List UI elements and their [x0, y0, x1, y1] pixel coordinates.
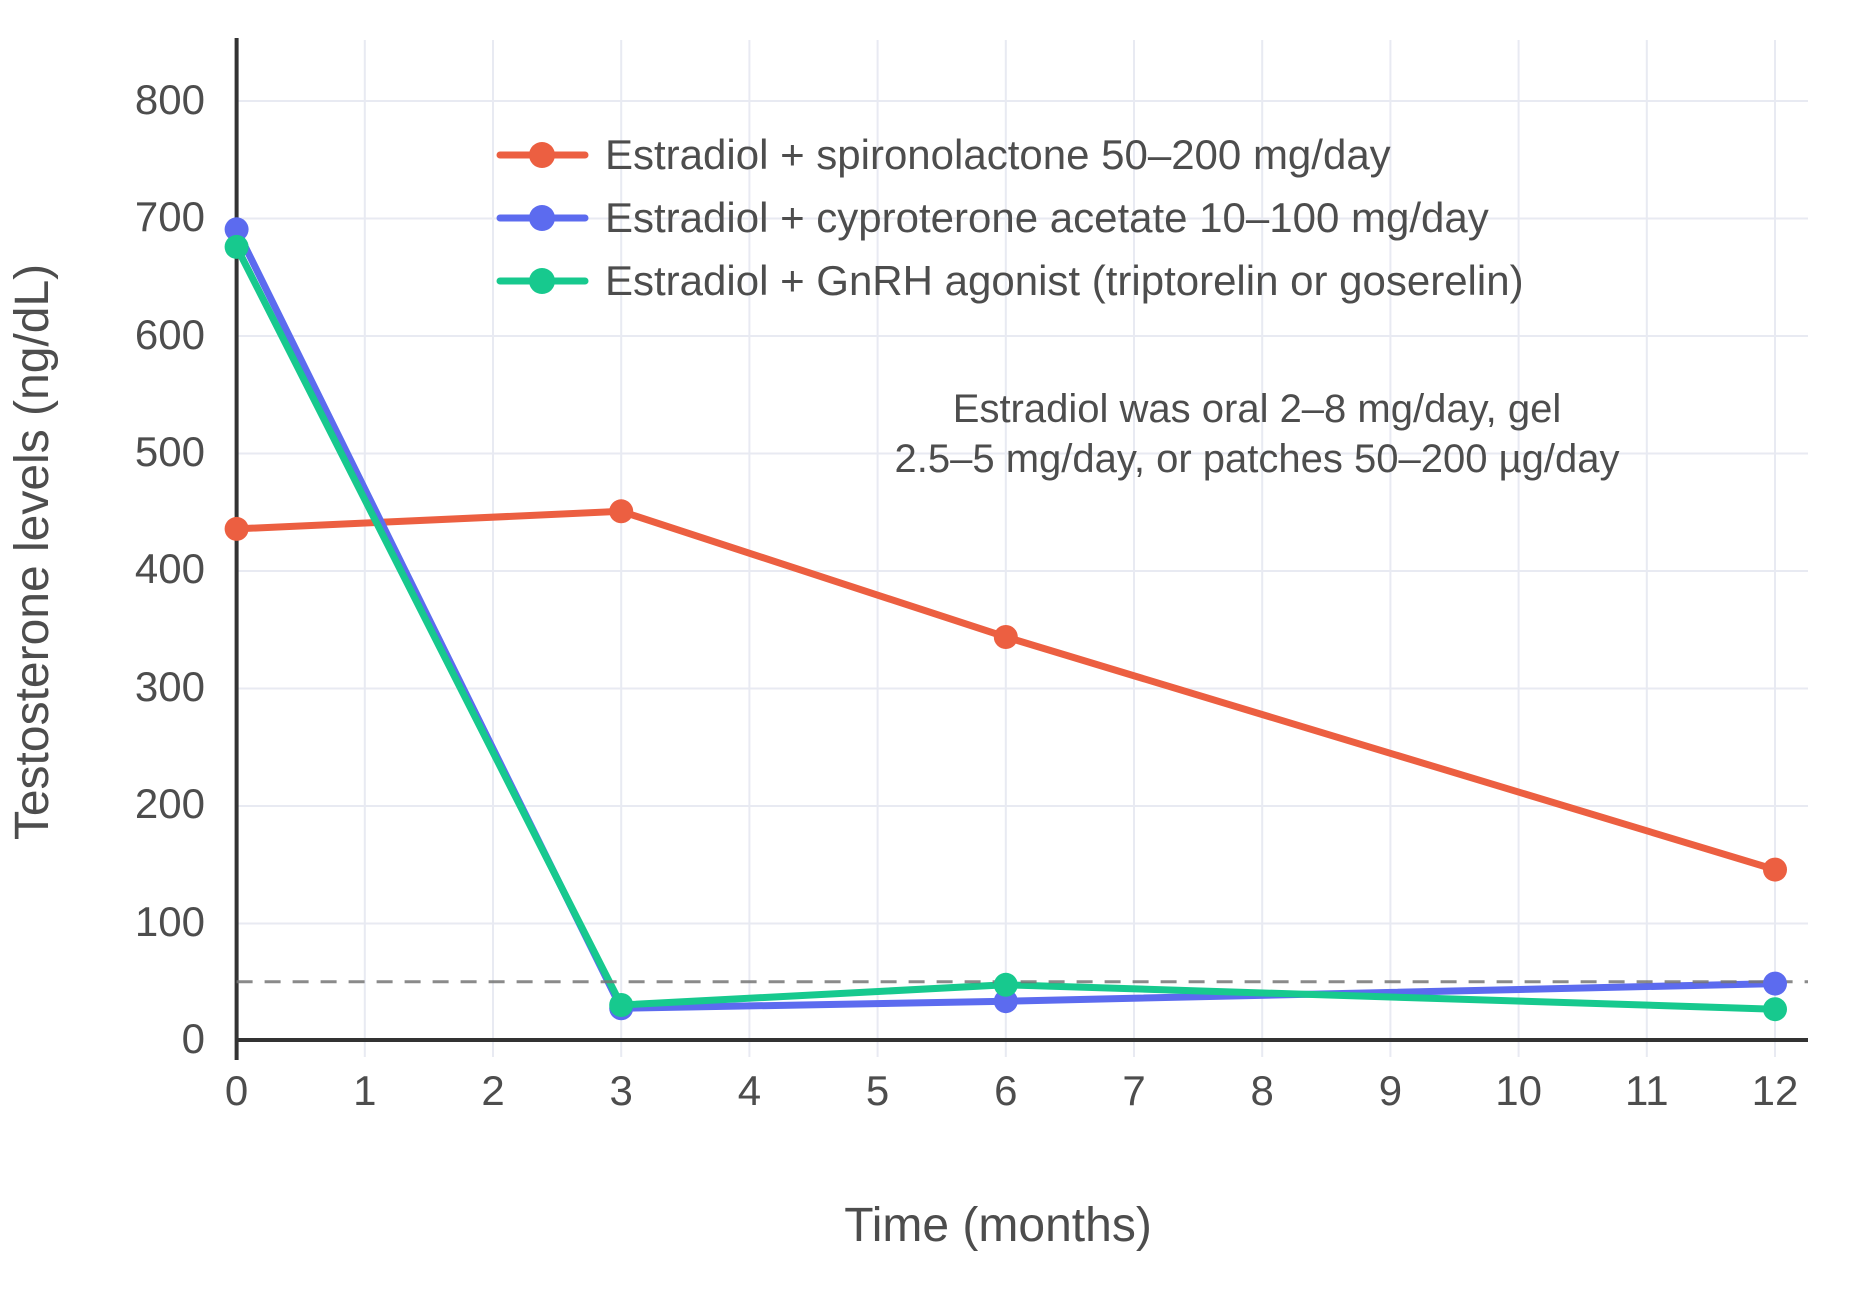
svg-text:2: 2	[481, 1067, 504, 1114]
svg-text:8: 8	[1251, 1067, 1274, 1114]
svg-text:600: 600	[135, 311, 205, 358]
svg-text:3: 3	[610, 1067, 633, 1114]
svg-text:2.5–5 mg/day, or patches 50–20: 2.5–5 mg/day, or patches 50–200 µg/day	[894, 437, 1619, 481]
svg-text:10: 10	[1495, 1067, 1542, 1114]
svg-text:12: 12	[1752, 1067, 1799, 1114]
svg-text:400: 400	[135, 545, 205, 592]
svg-text:800: 800	[135, 76, 205, 123]
svg-text:4: 4	[738, 1067, 761, 1114]
svg-text:Estradiol + GnRH agonist (trip: Estradiol + GnRH agonist (triptorelin or…	[605, 257, 1524, 304]
svg-text:11: 11	[1625, 1067, 1669, 1114]
svg-text:9: 9	[1379, 1067, 1402, 1114]
svg-text:Time (months): Time (months)	[844, 1199, 1152, 1252]
svg-text:700: 700	[135, 193, 205, 240]
svg-text:5: 5	[866, 1067, 889, 1114]
svg-text:1: 1	[353, 1067, 376, 1114]
svg-text:Estradiol + cyproterone acetat: Estradiol + cyproterone acetate 10–100 m…	[605, 194, 1489, 241]
svg-text:300: 300	[135, 663, 205, 710]
svg-text:Estradiol + spironolactone 50–: Estradiol + spironolactone 50–200 mg/day	[605, 131, 1391, 178]
svg-text:0: 0	[182, 1015, 205, 1062]
svg-text:Testosterone levels (ng/dL): Testosterone levels (ng/dL)	[6, 264, 59, 840]
svg-text:7: 7	[1122, 1067, 1145, 1114]
svg-text:200: 200	[135, 780, 205, 827]
svg-text:100: 100	[135, 898, 205, 945]
svg-text:0: 0	[225, 1067, 248, 1114]
svg-text:6: 6	[994, 1067, 1017, 1114]
svg-text:500: 500	[135, 428, 205, 475]
svg-text:Estradiol was oral 2–8 mg/day,: Estradiol was oral 2–8 mg/day, gel	[953, 387, 1561, 431]
